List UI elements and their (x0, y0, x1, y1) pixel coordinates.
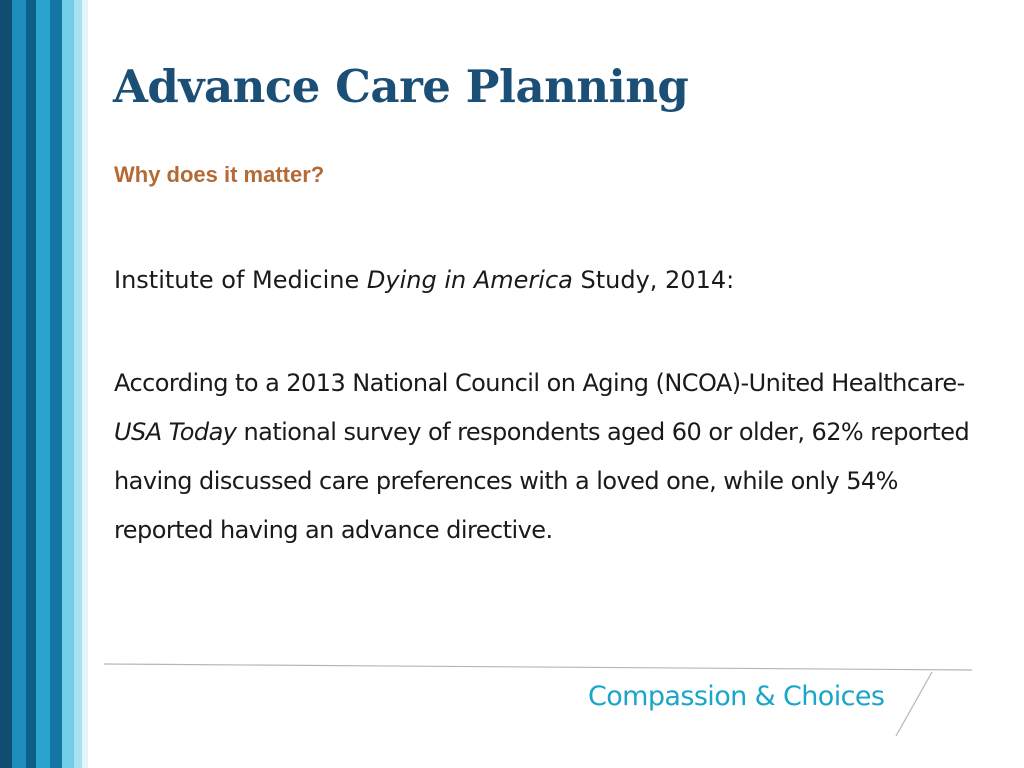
compassion-choices-logo: Compassion & Choices (588, 681, 885, 712)
paragraph-part-1: According to a 2013 National Council on … (114, 369, 965, 397)
paragraph-italic: USA Today (114, 418, 237, 446)
intro-suffix: Study, 2014: (572, 266, 735, 294)
stripe (36, 0, 50, 768)
footer-slash-line (895, 671, 933, 737)
intro-line: Institute of Medicine Dying in America S… (114, 262, 994, 298)
stripe (0, 0, 12, 768)
decorative-side-stripes (0, 0, 88, 768)
slide-subtitle: Why does it matter? (114, 162, 325, 187)
slide-title: Advance Care Planning (113, 60, 689, 113)
stripe (74, 0, 82, 768)
survey-paragraph: According to a 2013 National Council on … (114, 359, 994, 555)
stripe (82, 0, 88, 768)
stripe (26, 0, 36, 768)
intro-italic-title: Dying in America (366, 266, 573, 294)
stripe (50, 0, 62, 768)
paragraph-part-2: national survey of respondents aged 60 o… (114, 418, 970, 544)
intro-prefix: Institute of Medicine (114, 266, 367, 294)
stripe (62, 0, 74, 768)
stripe (12, 0, 26, 768)
footer-horizontal-line (103, 663, 973, 671)
